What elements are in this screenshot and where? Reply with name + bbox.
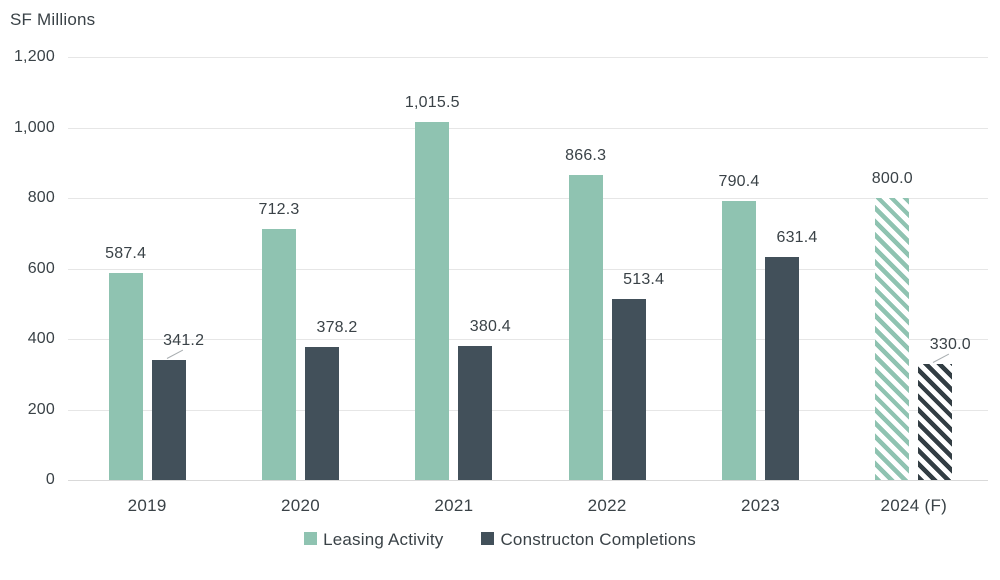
y-axis-tick-label: 800 [27,189,55,206]
value-label: 330.0 [929,335,971,353]
value-label: 587.4 [105,244,147,262]
chart-legend: Leasing Activity Constructon Completions [0,530,1000,550]
legend-swatch-icon [304,532,318,545]
gridline-600 [68,268,988,270]
completions-bar-2023 [765,257,799,480]
leasing-bar-2023 [722,201,756,480]
label-leader-line [933,353,950,363]
completions-bar-2019 [151,359,186,480]
leasing-bar-2019 [108,272,143,480]
x-axis-tick-label-2023: 2023 [740,496,781,515]
chart-title: SF Millions [10,10,96,29]
value-label: 790.4 [718,173,760,191]
y-axis-tick-label: 200 [27,400,55,418]
x-axis-tick-label-2021: 2021 [434,496,474,515]
completions-bar-2024 [918,363,953,480]
leasing-bar-2022 [568,174,603,480]
x-axis-tick-label-2020: 2020 [280,496,321,515]
leasing-bar-2021 [415,122,450,480]
completions-bar-2020 [305,346,339,480]
y-axis-tick-label: 1,200 [13,48,55,65]
value-label: 1,015.5 [404,94,460,112]
x-axis-tick-label-2024: 2024 (F) [880,496,948,515]
legend-swatch-icon [481,532,495,545]
gridline-1200 [68,57,988,58]
gridline-800 [68,198,988,199]
x-axis-tick-label-2022: 2022 [587,496,627,515]
y-axis-tick-label: 0 [45,471,55,488]
y-axis-tick-label: 1,000 [13,118,55,136]
leasing-bar-2024 [875,198,910,480]
value-label: 513.4 [623,271,665,289]
y-axis-tick-label: 600 [27,259,55,277]
leasing-bar-2020 [262,228,296,480]
gridline-200 [68,409,988,411]
completions-bar-2022 [611,299,646,480]
label-leader-line [166,349,183,359]
legend-label: Constructon Completions [500,530,696,549]
completions-bar-2021 [458,345,493,480]
gridline-1000 [68,127,988,129]
value-label: 866.3 [565,146,607,164]
legend-item-leasing-activity: Leasing Activity [304,530,443,550]
value-label: 378.2 [316,318,358,336]
value-label: 380.4 [469,317,511,335]
gridline-0 [68,480,988,481]
legend-label: Leasing Activity [323,530,444,549]
value-label: 341.2 [163,331,205,349]
value-label: 631.4 [776,229,818,247]
value-label: 712.3 [258,200,300,218]
y-axis-tick-label: 400 [27,330,55,347]
value-label: 800.0 [871,170,913,187]
x-axis-tick-label-2019: 2019 [127,496,167,515]
legend-item-construction-completions: Constructon Completions [481,530,696,550]
gridline-400 [68,339,988,340]
